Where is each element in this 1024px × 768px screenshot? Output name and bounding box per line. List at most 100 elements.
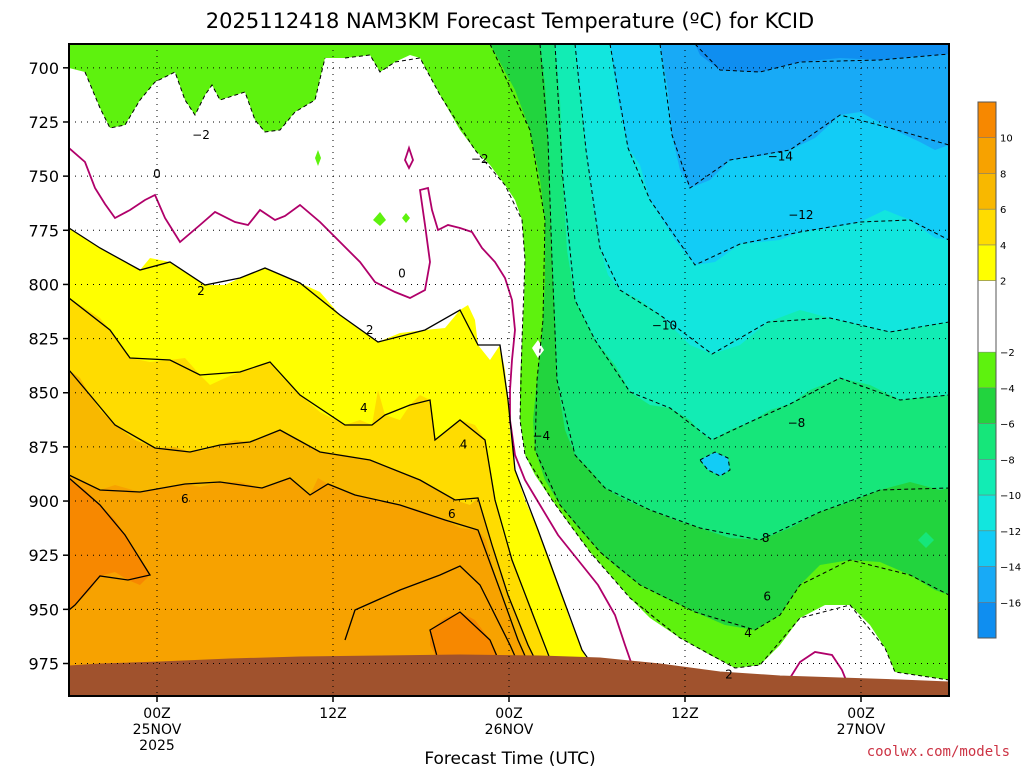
contour-label: 2 — [197, 284, 205, 298]
contour-label: 0 — [398, 267, 406, 281]
colorbar-swatch — [978, 459, 996, 496]
colorbar-swatch — [978, 102, 996, 138]
green-island-east — [918, 532, 934, 548]
contour-label: 4 — [744, 626, 752, 640]
contour-label: 4 — [360, 401, 368, 415]
colorbar-swatch — [978, 244, 996, 281]
contour-minus4 — [489, 44, 949, 631]
credit-text: coolwx.com/models — [867, 744, 1010, 760]
freezing-line — [69, 147, 641, 696]
contour-label: −10 — [652, 319, 677, 333]
colorbar-label: −10 — [1000, 491, 1021, 502]
contour-minus14 — [659, 44, 949, 189]
contour-label: 8 — [762, 531, 770, 545]
contour-label: 2 — [366, 323, 374, 337]
contour-minus16 — [694, 44, 949, 73]
green-island-c — [315, 150, 321, 166]
colorbar-label: 10 — [1000, 134, 1013, 145]
x-axis-title: Forecast Time (UTC) — [424, 749, 595, 768]
green-island-a — [373, 212, 386, 226]
colorbar-label: 8 — [1000, 169, 1006, 180]
contour-label: 6 — [181, 492, 189, 506]
colorbar-label: −14 — [1000, 563, 1021, 574]
x-tick-label: 12Z — [319, 706, 346, 722]
contour-label: −2 — [471, 152, 489, 166]
colorbar-label: −4 — [1000, 384, 1015, 395]
colorbar-swatch — [978, 387, 996, 424]
freezing-loop-east — [789, 651, 849, 686]
contour-4 — [69, 297, 571, 691]
contour-label: −12 — [788, 208, 813, 222]
colorbar-label: −6 — [1000, 420, 1015, 431]
chart-title: 2025112418 NAM3KM Forecast Temperature (… — [206, 9, 814, 33]
colorbar-frame — [977, 101, 997, 639]
colorbar-label: 6 — [1000, 205, 1006, 216]
band-plus8-plus10 — [69, 475, 545, 696]
x-tick-label: 00Z — [143, 706, 170, 722]
plot-field: −2 −2 0 0 2 2 4 4 6 6 −4 −10 −8 −12 −14 8 6 4 2 — [69, 44, 949, 696]
contour-label: 0 — [153, 167, 161, 181]
colorbar-swatch — [978, 352, 996, 388]
y-tick-label: 925 — [28, 546, 59, 565]
contour-labels: −2 −2 0 0 2 2 4 4 6 6 −4 −10 −8 −12 −14 8 6 4 2 — [153, 128, 813, 681]
x-tick-label: 27NOV — [837, 722, 886, 738]
contour-10 — [69, 477, 152, 611]
contour-label: 4 — [460, 438, 468, 452]
y-tick-label: 800 — [28, 275, 59, 294]
colorbar-swatch — [978, 495, 996, 531]
colorbar-swatch — [978, 280, 996, 353]
y-tick-label: 825 — [28, 330, 59, 349]
colorbar-label: −16 — [1000, 598, 1021, 609]
contour-label: −14 — [768, 150, 793, 164]
colorbar-label: −2 — [1000, 348, 1015, 359]
contour-minus10 — [574, 44, 949, 355]
y-tick-label: 725 — [28, 113, 59, 132]
contour-8 — [69, 474, 541, 691]
contour-label: 6 — [763, 589, 771, 603]
x-tick-label: 26NOV — [485, 722, 534, 738]
contour-minus6 — [539, 44, 949, 541]
contour-minus2-a — [84, 57, 326, 133]
contour-label: 6 — [448, 507, 456, 521]
x-tick-label: 25NOV — [133, 722, 182, 738]
colorbar-swatch — [978, 209, 996, 245]
y-tick-label: 975 — [28, 655, 59, 674]
cyan-island — [700, 452, 730, 476]
x-tick-label: 2025 — [139, 738, 175, 754]
contour-cyan-island — [699, 451, 731, 477]
y-tick-label: 850 — [28, 384, 59, 403]
y-tick-label: 900 — [28, 492, 59, 511]
colorbar-swatch — [978, 173, 996, 210]
contour-label: −4 — [532, 429, 550, 443]
y-tick-label: 875 — [28, 438, 59, 457]
freezing-loop-upper — [404, 145, 414, 171]
grid — [69, 44, 949, 696]
colorbar-label: −12 — [1000, 527, 1021, 538]
y-tick-label: 750 — [28, 167, 59, 186]
green-island-b — [402, 213, 410, 223]
contour-2 — [69, 227, 611, 691]
colorbar-label: 2 — [1000, 277, 1006, 288]
y-tick-label: 950 — [28, 600, 59, 619]
contour-6 — [69, 369, 551, 691]
contour-8-south — [344, 565, 531, 691]
colorbar-swatch — [978, 530, 996, 567]
colorbar-swatch — [978, 602, 996, 638]
terrain-ground — [69, 654, 949, 696]
white-island — [532, 340, 544, 358]
y-tick-label: 700 — [28, 59, 59, 78]
contour-minus12 — [609, 44, 949, 266]
colorbar-label: 4 — [1000, 241, 1006, 252]
contour-label: −8 — [788, 416, 806, 430]
contour-label: −2 — [192, 128, 210, 142]
colorbar-swatch — [978, 423, 996, 460]
contour-minus2-b — [344, 54, 949, 681]
y-tick-label: 775 — [28, 221, 59, 240]
colorbar: 10 8 6 4 2 −2 −4 −6 −8 −10 −12 −14 −16 — [977, 101, 1021, 639]
x-tick-label: 00Z — [847, 706, 874, 722]
colorbar-swatch — [978, 566, 996, 603]
colorbar-label: −8 — [1000, 455, 1015, 466]
x-tick-label: 00Z — [495, 706, 522, 722]
